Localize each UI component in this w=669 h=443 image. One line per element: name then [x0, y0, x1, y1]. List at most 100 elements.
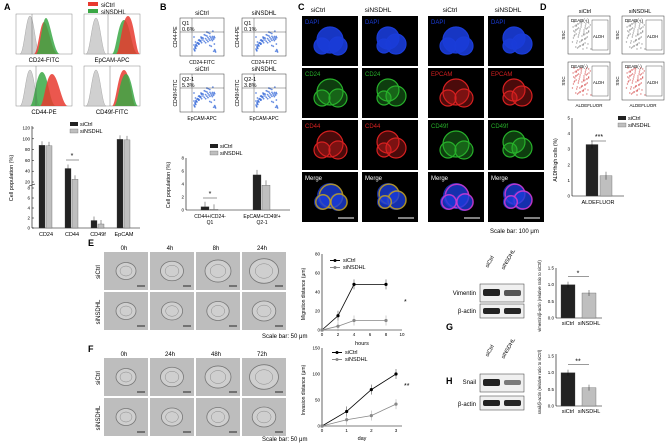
scatter-point: [587, 77, 590, 79]
scatter-point: [633, 87, 635, 89]
scatter-point: [270, 44, 273, 47]
scatter-point: [637, 75, 639, 77]
y-tick-label: 0: [27, 226, 30, 231]
scatter-point: [200, 36, 202, 38]
scatter-point: [193, 92, 195, 94]
scatter-point: [587, 43, 589, 45]
scatter-point: [628, 31, 630, 33]
cell-blob: [454, 36, 474, 56]
scatter-point: [640, 32, 642, 34]
scatter-point: [255, 92, 257, 94]
scatter-point: [635, 81, 637, 83]
scatter-point: [631, 23, 633, 25]
cell-blob: [385, 137, 407, 159]
x-tick-label: EpCAM+CD49f+: [243, 214, 280, 220]
scatter-point: [629, 92, 631, 94]
cell-blob: [313, 89, 331, 107]
channel-label: DAPI: [431, 20, 445, 26]
scatter-point: [584, 42, 586, 44]
spheroid-core: [119, 305, 133, 317]
gate-box: [645, 65, 663, 97]
flow-plot: DEAB(-) ALDH SSC ALDEFLUOR: [615, 61, 665, 108]
scatter-point: [262, 97, 265, 100]
scatter-point: [590, 94, 592, 96]
scatter-point: [630, 93, 633, 95]
scatter-point: [255, 104, 257, 106]
scatter-point: [194, 45, 196, 48]
scatter-point: [639, 74, 642, 76]
spheroid: [115, 408, 137, 426]
spheroid: [160, 366, 184, 388]
scatter-point: [196, 97, 199, 100]
y-axis-label: CD49f-FITC: [235, 79, 241, 106]
scatter-point: [577, 23, 579, 25]
y-tick-label: 100: [312, 372, 320, 377]
scatter-point: [209, 91, 211, 94]
scatter-point: [265, 40, 268, 43]
panel-letter: G: [446, 322, 453, 332]
x-tick-label: CD44+/CD24-: [194, 214, 226, 220]
scatter-point: [579, 45, 581, 47]
scatter-point: [589, 70, 591, 72]
scatter-point: [641, 89, 643, 91]
micrograph: Merge: [362, 172, 418, 222]
lane-label: siCtrl: [485, 344, 496, 358]
scatter-point: [580, 22, 583, 24]
scatter-point: [637, 31, 639, 33]
scatter-point: [264, 39, 266, 41]
blot-label: Vimentin: [453, 291, 476, 297]
cell-blob: [511, 137, 533, 159]
bar: [45, 145, 53, 229]
scatter-point: [271, 36, 274, 39]
x-axis-label: EpCAM-APC: [187, 116, 217, 122]
scatter-point: [200, 92, 202, 94]
scatter-point: [573, 67, 575, 69]
gate-box: [645, 19, 663, 51]
chart-d: siCtrl siNSDHL ALDHhigh cells (%) 0 1 2 3 4 5…: [553, 116, 651, 207]
y-tick-label: 80: [25, 147, 31, 152]
scatter-point: [639, 37, 641, 39]
scatter-point: [208, 94, 210, 96]
legend-swatch-ctrl: [618, 116, 626, 120]
bar: [252, 174, 262, 211]
legend-swatch-ctrl: [88, 2, 98, 6]
scatter-point: [589, 24, 591, 26]
scatter-point: [270, 88, 273, 91]
gate-label: DEAB(-): [625, 64, 642, 69]
scatter-point: [271, 91, 273, 94]
scatter-point: [576, 47, 579, 49]
scatter-point: [628, 71, 630, 73]
scale-bar-label: Scale bar: 50 μm: [262, 334, 307, 340]
scatter-point: [204, 41, 207, 44]
lane-label: siCtrl: [485, 255, 496, 269]
column-header: siNSDHL: [629, 9, 652, 15]
flow-plot: DEAB(+) ALDH SSC: [561, 15, 611, 55]
scatter-point: [627, 67, 629, 69]
x-axis-label: EpCAM-APC: [249, 116, 279, 122]
scatter-point: [576, 93, 579, 95]
legend-label: siCtrl: [101, 3, 115, 9]
spheroid: [115, 368, 137, 386]
scatter-point: [574, 77, 576, 79]
scatter-point: [586, 73, 589, 75]
scatter-point: [580, 72, 582, 74]
legend-swatch-nsdhl: [88, 9, 98, 13]
y-tick-label: 150: [312, 346, 320, 351]
panel-c: C siCtrl siNSDHL siCtrl siNSDHL DAPI DAPI…: [298, 2, 544, 235]
scatter-point: [634, 67, 636, 69]
scatter-point: [261, 40, 264, 43]
scatter-point: [266, 97, 269, 100]
plot-title: siNSDHL: [252, 67, 277, 73]
scatter-point: [193, 100, 195, 102]
y-tick-label: 0.0: [548, 404, 555, 409]
histogram: EpCAM-APC: [83, 13, 141, 64]
y-tick-label: 2: [567, 162, 570, 167]
blot-band: [483, 308, 500, 314]
scatter-point: [628, 34, 630, 36]
cell-blob: [455, 193, 473, 211]
x-tick-label: 2: [370, 428, 373, 433]
gate-label: ALDH: [647, 34, 658, 39]
cell-blob: [385, 85, 407, 107]
scatter-point: [587, 22, 590, 24]
scatter-point: [259, 39, 262, 42]
